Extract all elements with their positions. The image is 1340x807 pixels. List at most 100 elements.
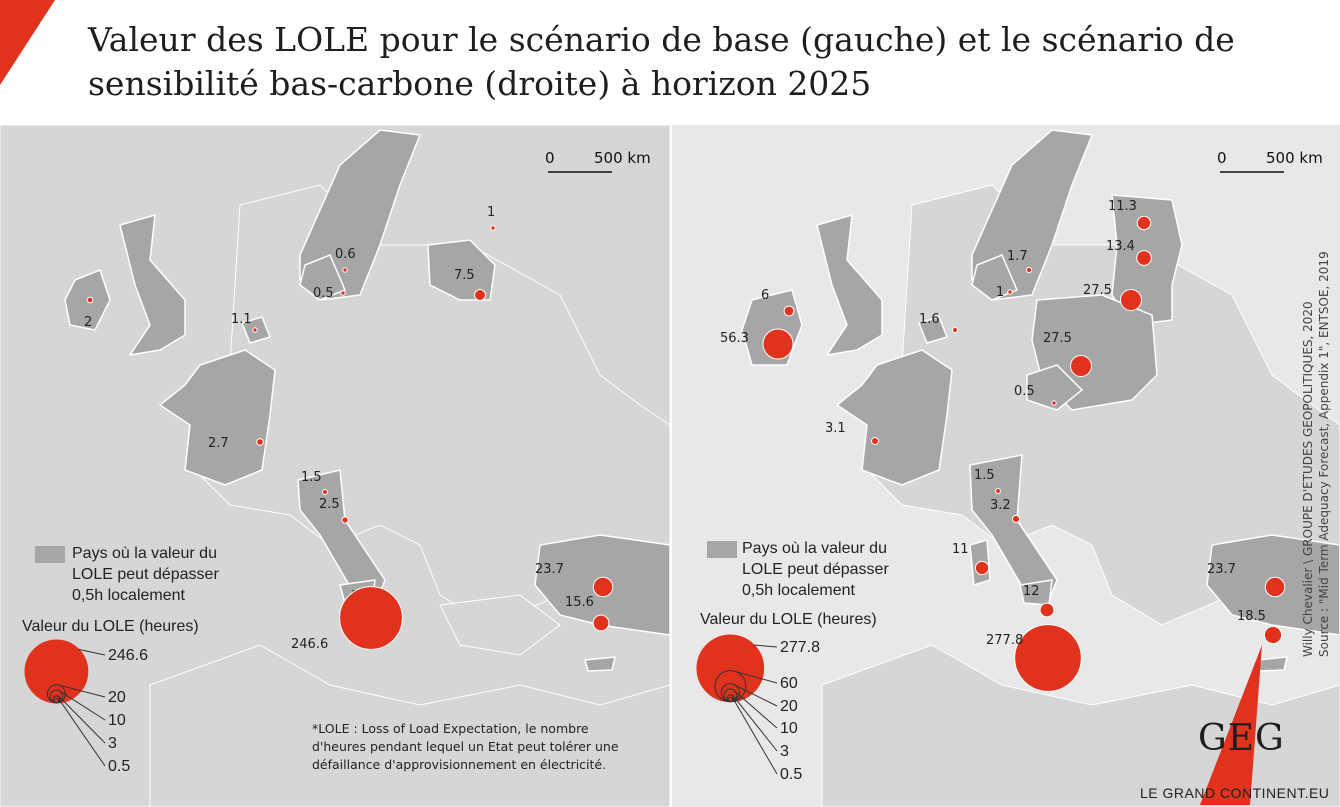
lole-value-label: 2.5 — [319, 497, 340, 512]
legend-leader-line — [732, 683, 778, 707]
lole-bubble — [340, 290, 346, 296]
lole-value-label: 13.4 — [1106, 239, 1135, 254]
lole-value-label: 23.7 — [1207, 562, 1236, 577]
legend-leader-line — [57, 698, 106, 767]
lole-bubble — [1070, 355, 1092, 377]
highlighted-countries — [64, 129, 670, 672]
page-title: Valeur des LOLE pour le scénario de base… — [88, 20, 1235, 103]
lole-bubble — [342, 267, 348, 273]
lole-bubble — [1136, 215, 1152, 231]
scale-zero-label: 0 — [545, 149, 555, 167]
lole-value-label: 27.5 — [1083, 283, 1112, 298]
source-credit: Willy Chevalier \ GROUPE D'ETUDES GEOPOL… — [1300, 177, 1336, 657]
legend-size-label: 20 — [108, 689, 126, 706]
lole-bubble — [1014, 624, 1082, 692]
bubbles-right: 11.3 13.4 27.5 1.7 1 6 56.3 27.5 1.6 0.5 3.1 1.5 3.2… — [720, 199, 1286, 692]
scale-zero-label: 0 — [1217, 149, 1227, 167]
corner-accent-triangle — [0, 0, 55, 85]
lole-value-label: 11.3 — [1108, 199, 1137, 214]
legend-size-label: 3 — [108, 735, 117, 752]
lole-value-label: 1.7 — [1007, 249, 1028, 264]
legend-size-label: 60 — [780, 675, 798, 692]
lole-value-label: 18.5 — [1237, 609, 1266, 624]
legend-size-circle — [727, 696, 734, 703]
legend-leader-line — [753, 644, 778, 648]
scale-bar-right: 0 500 km — [1217, 149, 1323, 173]
country-france — [835, 349, 953, 486]
lole-value-label: 1.5 — [301, 470, 322, 485]
lole-bubble — [1263, 625, 1283, 645]
lole-bubble — [341, 516, 349, 524]
scale-distance-label: 500 km — [1266, 149, 1323, 167]
country-uk — [119, 213, 186, 357]
legend-leader-line — [732, 670, 778, 684]
brand-sail-shape — [1200, 645, 1262, 805]
lole-bubble — [783, 305, 795, 317]
lole-bubble — [974, 560, 990, 576]
lole-value-label: 246.6 — [291, 637, 328, 652]
legend-size-label: 20 — [780, 698, 798, 715]
lole-bubble — [995, 488, 1001, 494]
legend-country-text: Pays où la valeur du LOLE peut dépasser … — [742, 540, 889, 599]
lole-value-label: 3.2 — [990, 498, 1011, 513]
lole-value-label: 0.5 — [1014, 384, 1035, 399]
lole-value-label: 12 — [1023, 584, 1040, 599]
lole-value-label: 15.6 — [565, 595, 594, 610]
legend-size-circles-right: 277.8 60 20 10 3 0.5 — [696, 634, 820, 783]
country-cyprus — [584, 656, 616, 672]
lole-value-label: 27.5 — [1043, 331, 1072, 346]
legend-leader-line — [731, 697, 778, 775]
lole-bubble — [951, 326, 959, 334]
lole-value-label: 3.1 — [825, 421, 846, 436]
country-baltics — [427, 239, 496, 301]
lole-bubble — [1264, 576, 1286, 598]
country-czechia — [1026, 364, 1084, 411]
lole-value-label: 23.7 — [535, 562, 564, 577]
legend-size-label: 0.5 — [780, 766, 802, 783]
map-base-svg: 1 0.6 0.5 7.5 2 1.1 2.7 1.5 2.5 10 246.6 23.7 15.6 0… — [0, 125, 670, 807]
lole-bubble — [1011, 514, 1021, 524]
lole-value-label: 0.5 — [313, 286, 334, 301]
lole-value-label: 1.6 — [919, 312, 940, 327]
lole-bubble — [322, 489, 328, 495]
credit-author: Willy Chevalier \ GROUPE D'ETUDES GEOPOL… — [1301, 301, 1315, 657]
legend-leader-line — [78, 648, 106, 656]
lole-bubble — [86, 296, 94, 304]
lole-bubble — [474, 289, 486, 301]
lole-value-label: 2.7 — [208, 436, 229, 451]
legend-country-swatch — [35, 546, 65, 563]
legend-leader-line — [58, 689, 106, 721]
country-cyprus — [1256, 656, 1288, 672]
lole-bubble — [490, 225, 496, 231]
lole-value-label: 2 — [84, 315, 92, 330]
country-belgium — [917, 316, 949, 344]
legend-leader-line — [58, 684, 106, 698]
legend-leader-line — [731, 694, 778, 752]
lole-footnote: *LOLE : Loss of Load Expectation, le nom… — [312, 721, 619, 772]
country-denmark — [299, 254, 346, 301]
bubbles-left: 10.60.57.521.12.71.52.510246.623.715.6 — [84, 205, 614, 652]
legend-size-label: 246.6 — [108, 647, 148, 664]
lole-value-label: 1.5 — [974, 468, 995, 483]
legend-size-label: 10 — [780, 720, 798, 737]
lole-bubble — [1007, 289, 1013, 295]
lole-value-label: 56.3 — [720, 331, 749, 346]
legend-size-circles-left: 246.6 20 10 3 0.5 — [24, 639, 148, 775]
lole-value-label: 6 — [761, 288, 769, 303]
map-base-scenario: 1 0.6 0.5 7.5 2 1.1 2.7 1.5 2.5 10 246.6 23.7 15.6 0… — [0, 125, 670, 807]
country-france — [158, 349, 276, 486]
lole-bubble — [256, 438, 264, 446]
legend-size-label: 10 — [108, 712, 126, 729]
highlighted-countries-right — [741, 129, 1340, 672]
legend-size-label: 277.8 — [780, 639, 820, 656]
legend-size-title: Valeur du LOLE (heures) — [22, 618, 199, 635]
background-land-right — [821, 184, 1340, 807]
lole-value-label: 7.5 — [454, 268, 475, 283]
legend-size-label: 3 — [780, 743, 789, 760]
country-denmark — [971, 254, 1018, 301]
scale-distance-label: 500 km — [594, 149, 651, 167]
legend-size-circle — [24, 639, 89, 704]
lole-bubble — [1025, 266, 1033, 274]
lole-value-label: 11 — [952, 542, 969, 557]
lole-bubble — [870, 436, 880, 446]
